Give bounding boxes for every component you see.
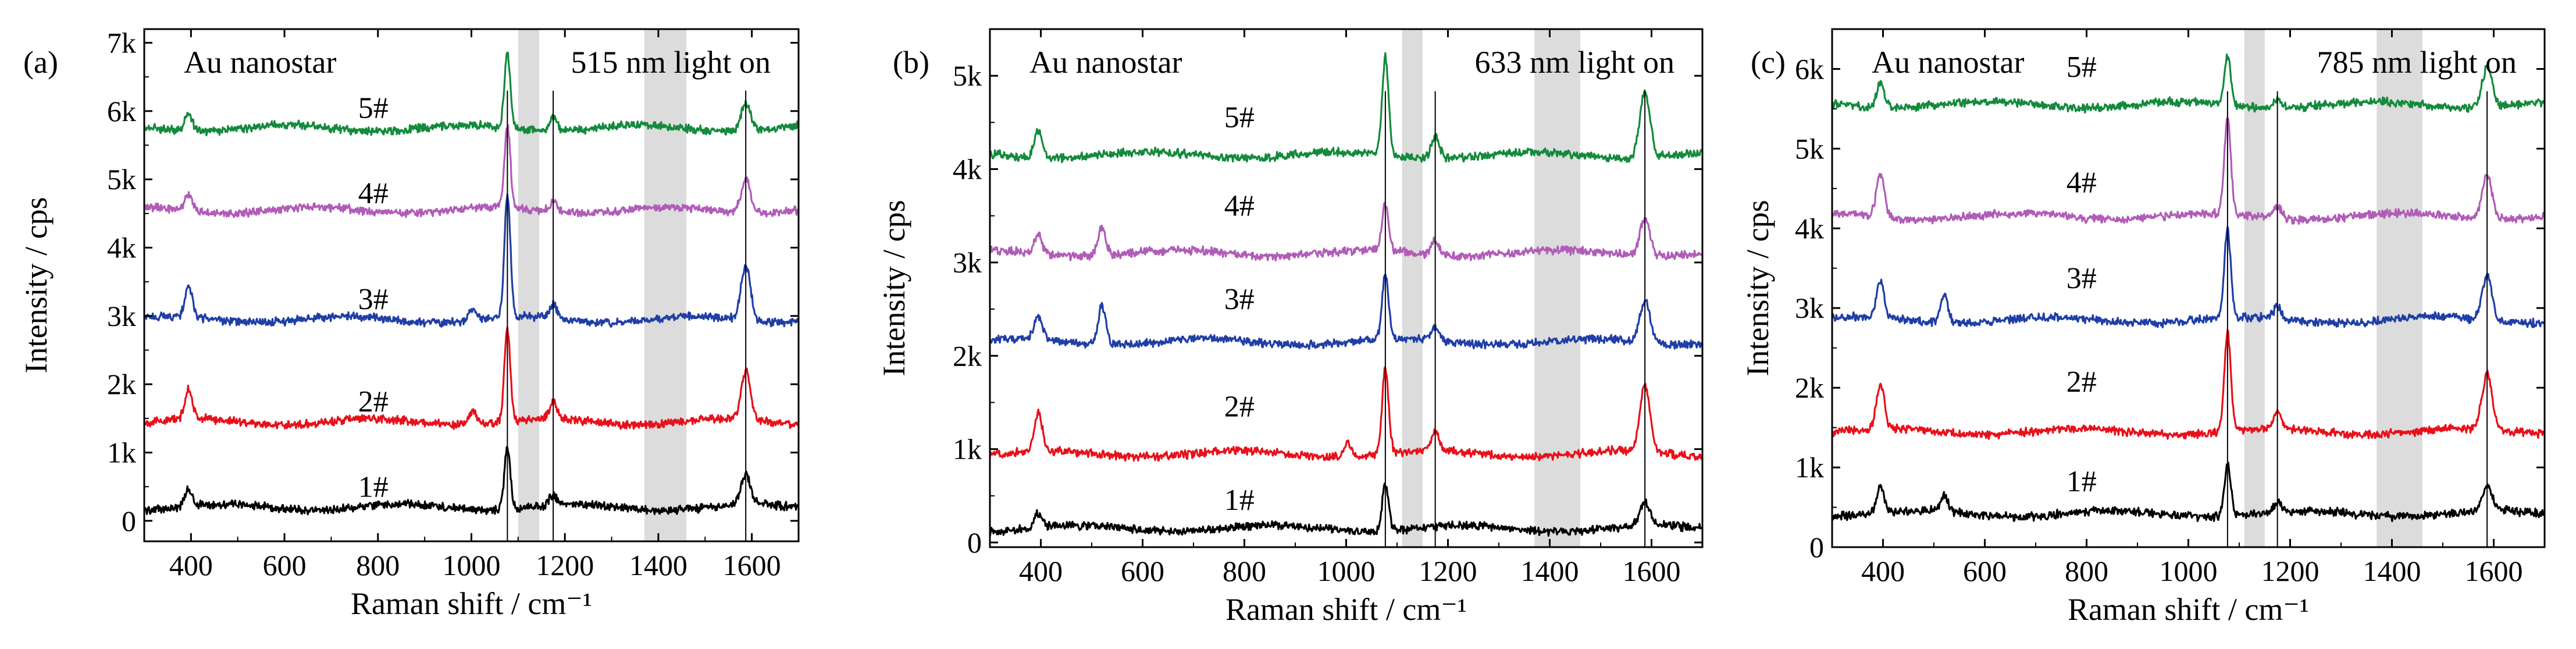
x-axis-label: Raman shift / cm⁻¹	[1225, 592, 1467, 627]
condition-label: 785 nm light on	[2317, 45, 2517, 80]
x-tick-label: 1200	[2261, 555, 2320, 587]
spectrum-line-3	[143, 193, 799, 328]
sample-label: 2#	[1224, 390, 1255, 423]
panel-label: (b)	[893, 45, 929, 80]
sample-label: 5#	[358, 92, 389, 125]
x-tick-label: 1600	[2465, 555, 2523, 587]
panel-c: 1# 2# 3# 4# 5# 400 600 800 1000 1200 1400 1600 0 1k 2k…	[1740, 28, 2546, 627]
x-tick-label: 400	[1019, 555, 1063, 587]
sample-label: 1#	[2066, 465, 2097, 498]
x-tick-label: 400	[1861, 555, 1905, 587]
spectrum-line-1	[989, 483, 1702, 537]
spectrum-line-5	[989, 52, 1703, 164]
spectrum-line-2	[1831, 329, 2545, 440]
y-tick-label: 5k	[1795, 132, 1824, 165]
sample-label: 1#	[1224, 484, 1255, 517]
sample-label: 2#	[358, 385, 389, 419]
x-tick-label: 1200	[536, 549, 594, 581]
sample-label: 3#	[2066, 262, 2097, 295]
x-tick-label: 1400	[1521, 555, 1579, 587]
spectrum-line-3	[989, 274, 1703, 350]
y-tick-label: 0	[122, 505, 136, 537]
condition-label: 515 nm light on	[571, 45, 771, 80]
y-tick-label: 1k	[1795, 451, 1824, 484]
x-tick-label: 1000	[1317, 555, 1376, 587]
y-tick-label: 4k	[1795, 212, 1824, 244]
condition-label: 633 nm light on	[1474, 45, 1674, 80]
y-axis-label: Intensity / cps	[1740, 200, 1775, 377]
sample-label: 5#	[1224, 101, 1255, 134]
material-label: Au nanostar	[1029, 45, 1182, 80]
plot-frame	[989, 28, 1704, 548]
sample-label: 3#	[358, 283, 389, 316]
x-tick-label: 800	[1223, 555, 1266, 587]
panel-label: (c)	[1751, 45, 1786, 80]
shaded-band	[1534, 29, 1580, 547]
y-axis-label: Intensity / cps	[19, 197, 54, 374]
x-axis-label: Raman shift / cm⁻¹	[2068, 592, 2309, 627]
spectrum-line-2	[143, 326, 799, 430]
shaded-band	[2377, 29, 2422, 547]
material-label: Au nanostar	[184, 45, 336, 80]
y-tick-label: 3k	[1795, 292, 1824, 324]
spectrum-line-5	[143, 51, 799, 137]
spectrum-line-3	[1831, 226, 2545, 329]
x-tick-label: 400	[169, 549, 213, 581]
y-tick-label: 2k	[1795, 371, 1824, 404]
y-tick-label: 6k	[1795, 52, 1824, 85]
sample-label: 3#	[1224, 283, 1255, 316]
sample-label: 4#	[1224, 190, 1255, 223]
shaded-band	[1402, 29, 1423, 547]
sample-label: 4#	[2066, 166, 2097, 200]
y-tick-label: 5k	[953, 59, 982, 92]
sample-label: 1#	[358, 471, 389, 504]
spectrum-line-5	[1831, 53, 2545, 114]
y-tick-label: 2k	[107, 368, 136, 400]
y-tick-label: 2k	[953, 339, 982, 372]
x-axis-label: Raman shift / cm⁻¹	[351, 586, 592, 621]
y-tick-label: 5k	[107, 163, 136, 196]
x-tick-label: 1000	[443, 549, 501, 581]
sample-label: 5#	[2066, 51, 2097, 84]
shaded-band	[518, 29, 540, 541]
y-tick-label: 6k	[107, 95, 136, 127]
spectrum-line-4	[989, 201, 1703, 262]
y-tick-label: 3k	[107, 300, 136, 332]
x-tick-label: 600	[263, 549, 307, 581]
material-label: Au nanostar	[1872, 45, 2024, 80]
x-tick-label: 1000	[2160, 555, 2218, 587]
spectrum-line-4	[144, 124, 799, 218]
spectrum-line-2	[989, 366, 1702, 462]
x-tick-label: 600	[1121, 555, 1164, 587]
x-tick-label: 1600	[1623, 555, 1681, 587]
x-tick-label: 1400	[2363, 555, 2421, 587]
sample-label: 4#	[358, 177, 389, 210]
y-tick-label: 4k	[953, 153, 982, 186]
spectrum-line-1	[1831, 462, 2545, 522]
y-tick-label: 7k	[107, 26, 136, 59]
x-tick-label: 800	[2065, 555, 2108, 587]
x-tick-label: 600	[1963, 555, 2007, 587]
shaded-band	[644, 29, 687, 541]
shaded-band	[2244, 29, 2265, 547]
panel-a: 1# 2# 3# 4# 5# 400 600 800 1000 1200 1400 1600 0 1k 2k…	[19, 26, 800, 621]
x-tick-label: 800	[356, 549, 400, 581]
y-tick-label: 0	[1809, 531, 1824, 563]
y-tick-label: 1k	[107, 436, 136, 469]
y-tick-label: 0	[967, 526, 982, 559]
x-tick-label: 1200	[1419, 555, 1477, 587]
sample-label: 2#	[2066, 366, 2097, 399]
panel-b: 1# 2# 3# 4# 5# 400 600 800 1000 1200 1400 1600 0 1k 2k…	[877, 28, 1704, 627]
x-tick-label: 1400	[629, 549, 687, 581]
y-tick-label: 4k	[107, 231, 136, 264]
spectrum-line-4	[1831, 117, 2545, 225]
panel-label: (a)	[23, 45, 58, 80]
y-tick-label: 1k	[953, 433, 982, 466]
plot-frame	[143, 28, 800, 542]
x-tick-label: 1600	[723, 549, 781, 581]
spectrum-line-1	[144, 446, 799, 516]
y-axis-label: Intensity / cps	[877, 200, 911, 377]
y-tick-label: 3k	[953, 246, 982, 279]
